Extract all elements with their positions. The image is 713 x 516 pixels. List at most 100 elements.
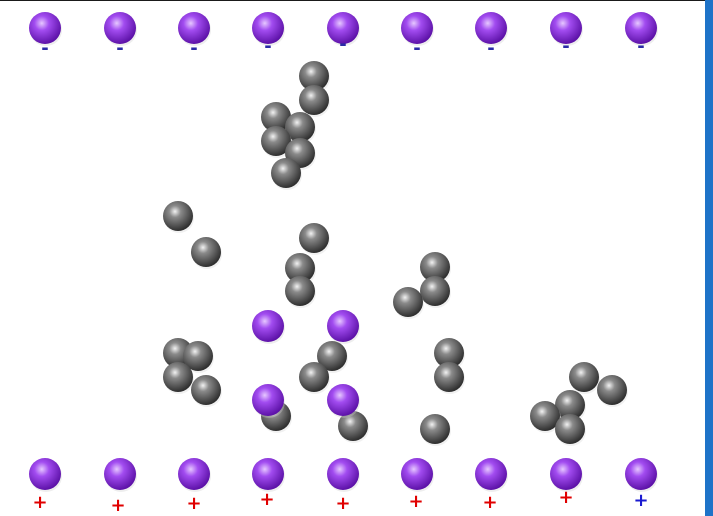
neutral-atom[interactable] [163,201,194,233]
neutral-atom[interactable] [299,362,330,394]
free-ion[interactable] [252,310,285,344]
negative-sign: - [637,36,644,57]
top-plate-ion[interactable] [252,12,285,46]
atom-sphere [299,61,329,91]
ion-sphere [178,12,210,44]
negative-sign: - [413,38,420,59]
bottom-plate-ion[interactable] [178,458,211,492]
negative-sign: - [264,36,271,57]
positive-plate: + + + + + + + + + [29,458,658,516]
neutral-atom[interactable] [555,390,586,422]
atom-sphere [163,201,193,231]
ion-sphere [550,12,582,44]
ion-sphere [550,458,582,490]
top-plate-ion[interactable] [475,12,508,46]
bottom-plate-ion[interactable] [104,458,137,492]
neutral-atom[interactable] [285,276,316,308]
atom-sphere [271,158,301,188]
top-plate-ion[interactable] [104,12,137,46]
atom-sphere [261,126,291,156]
neutral-atom[interactable] [299,61,330,93]
atom-sphere [163,362,193,392]
positive-sign: + [633,490,648,511]
neutral-atom[interactable] [285,112,316,144]
ion-sphere [252,12,284,44]
top-plate-ion[interactable] [625,12,658,46]
neutral-atom[interactable] [261,102,292,134]
neutral-atom[interactable] [434,338,465,370]
free-ion[interactable] [327,384,360,418]
atom-sphere [299,85,329,115]
neutral-atom[interactable] [183,341,214,373]
top-plate-ion[interactable] [29,12,62,46]
neutral-atom[interactable] [597,375,628,407]
atom-sphere [299,223,329,253]
ion-sphere [475,458,507,490]
neutral-atom[interactable] [420,414,451,446]
neutral-atom[interactable] [393,287,424,319]
neutral-atom[interactable] [555,414,586,446]
ion-sphere [252,310,284,342]
neutral-atom[interactable] [434,362,465,394]
bottom-plate-ion[interactable] [625,458,658,492]
bottom-plate-ion[interactable] [29,458,62,492]
positive-sign: + [558,487,573,508]
window-edge-bar [705,0,713,516]
bottom-plate-ion[interactable] [475,458,508,492]
ion-sphere [327,384,359,416]
neutral-atom[interactable] [530,401,561,433]
atom-sphere [434,338,464,368]
ion-sphere [401,12,433,44]
neutral-atoms [163,61,628,446]
neutral-atom[interactable] [271,158,302,190]
ion-sphere [475,12,507,44]
ion-sphere [178,458,210,490]
bottom-plate-ion[interactable] [252,458,285,492]
negative-sign: - [41,38,48,59]
ion-sphere [29,458,61,490]
negative-sign: - [339,34,346,55]
ion-sphere [327,310,359,342]
neutral-atom[interactable] [420,276,451,308]
positive-sign: + [259,489,274,510]
top-plate-ion[interactable] [178,12,211,46]
bottom-plate-ion[interactable] [327,458,360,492]
neutral-atom[interactable] [299,223,330,255]
neutral-atom[interactable] [163,362,194,394]
top-plate-ion[interactable] [327,12,360,46]
atom-sphere [555,414,585,444]
free-ion[interactable] [327,310,360,344]
neutral-atom[interactable] [317,341,348,373]
positive-sign: + [110,495,125,516]
atom-sphere [420,252,450,282]
neutral-atom[interactable] [338,411,369,443]
bottom-plate-ion[interactable] [401,458,434,492]
negative-sign: - [116,38,123,59]
ion-sphere [104,458,136,490]
atom-sphere [317,341,347,371]
positive-sign: + [32,492,47,513]
ion-sphere [625,458,657,490]
ion-sphere [104,12,136,44]
neutral-atom[interactable] [191,237,222,269]
neutral-atom[interactable] [261,126,292,158]
atom-sphere [569,362,599,392]
atom-sphere [299,362,329,392]
neutral-atom[interactable] [299,85,330,117]
neutral-atom[interactable] [569,362,600,394]
free-ion[interactable] [252,384,285,418]
bottom-plate-ion[interactable] [550,458,583,492]
ion-sphere [327,458,359,490]
atom-sphere [191,375,221,405]
negative-plate: --------- [29,12,658,59]
ion-sphere [252,384,284,416]
neutral-atom[interactable] [191,375,222,407]
neutral-atom[interactable] [420,252,451,284]
atom-sphere [393,287,423,317]
top-plate-ion[interactable] [550,12,583,46]
atom-sphere [434,362,464,392]
positive-sign: + [482,492,497,513]
atom-sphere [191,237,221,267]
top-plate-ion[interactable] [401,12,434,46]
